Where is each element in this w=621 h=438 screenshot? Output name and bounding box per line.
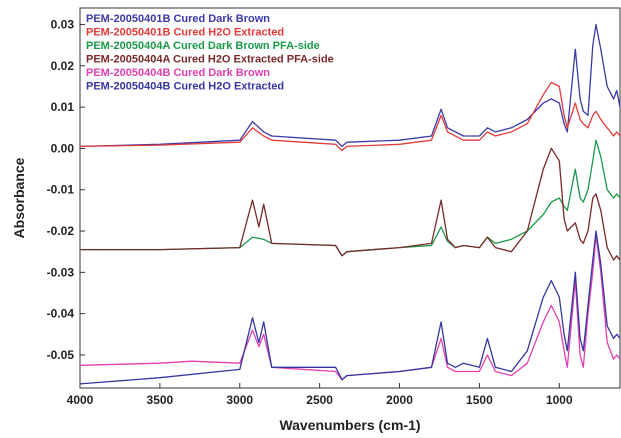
series-layer [79, 23, 621, 385]
y-tick-label: 0.02 [51, 59, 75, 73]
legend-entry-5: PEM-20050404B Cured Dark Brown [86, 67, 270, 79]
series-line-4 [80, 147, 621, 261]
x-tick-label: 3500 [147, 393, 174, 407]
series-line-6 [79, 230, 621, 385]
legend-entry-6: PEM-20050404B Cured H2O Extracted [86, 81, 284, 93]
x-axis-ticks: 4000 3500 3000 2500 2000 1500 1000 [67, 383, 573, 407]
y-tick-label: 0.03 [51, 18, 75, 32]
x-axis-title: Wavenumbers (cm-1) [279, 417, 420, 433]
x-tick-label: 1500 [466, 393, 493, 407]
y-axis-title: Absorbance [11, 157, 27, 238]
y-tick-label: -0.05 [47, 348, 75, 362]
y-tick-label: -0.01 [47, 183, 75, 197]
legend-entry-2: PEM-20050401B Cured H2O Extracted [86, 27, 284, 39]
y-axis-ticks: 0.03 0.02 0.01 0.00 -0.01 -0.02 -0.03 -0.04 -0.0… [47, 18, 85, 362]
x-tick-label: 2500 [306, 393, 333, 407]
legend-entry-1: PEM-20050401B Cured Dark Brown [86, 13, 270, 25]
legend: PEM-20050401B Cured Dark Brown PEM-200504… [86, 13, 334, 93]
x-tick-label: 2000 [386, 393, 413, 407]
y-tick-label: -0.04 [47, 307, 75, 321]
legend-entry-4: PEM-20050404A Cured H2O Extracted PFA-si… [86, 54, 334, 66]
series-line-1 [79, 23, 621, 148]
x-tick-label: 4000 [67, 393, 94, 407]
legend-entry-3: PEM-20050404A Cured Dark Brown PFA-side [86, 40, 320, 52]
plot-area: 4000 3500 3000 2500 2000 1500 1000 0.030.020.0… [47, 7, 621, 407]
series-line-2 [79, 81, 621, 152]
y-tick-label: 0.01 [51, 100, 75, 114]
x-tick-label: 1000 [546, 393, 573, 407]
series-line-5 [79, 234, 621, 381]
y-tick-label: -0.02 [47, 224, 75, 238]
y-tick-label: -0.03 [47, 265, 75, 279]
x-tick-label: 3000 [226, 393, 253, 407]
y-tick-label: 0.00 [51, 141, 75, 155]
